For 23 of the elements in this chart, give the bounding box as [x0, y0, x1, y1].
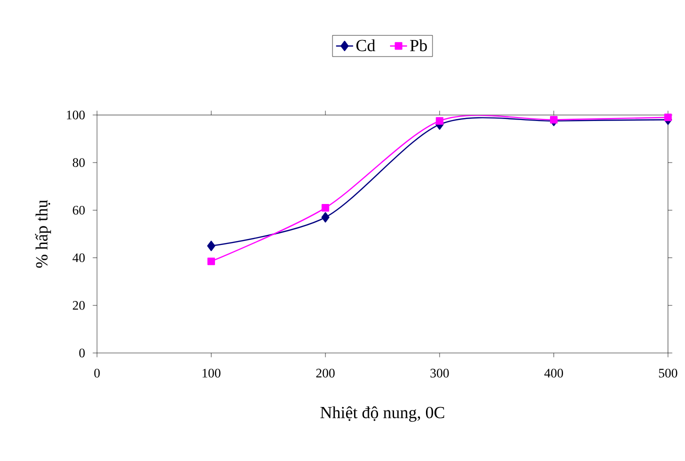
- point: [321, 212, 330, 223]
- y-tick-label: 20: [72, 301, 85, 310]
- point: [436, 117, 444, 125]
- point: [550, 116, 558, 124]
- x-tick-label: 400: [544, 368, 564, 378]
- x-tick-label: 100: [202, 368, 220, 378]
- x-tick-label: 300: [430, 368, 449, 378]
- x-tick-label: 0: [94, 368, 100, 378]
- x-tick-label: 200: [316, 368, 335, 378]
- point: [207, 258, 215, 266]
- y-tick-label: 60: [72, 206, 85, 215]
- y-axis-title: % hấp thụ: [35, 200, 51, 268]
- legend-label: Cd: [356, 39, 376, 52]
- x-axis-title: Nhiệt độ nung, 0C: [320, 406, 444, 422]
- x-tick-label: 500: [659, 368, 678, 378]
- y-tick-label: 0: [79, 348, 85, 358]
- legend-label: Pb: [410, 39, 427, 52]
- y-tick-label: 100: [66, 110, 85, 120]
- y-tick-label: 80: [72, 158, 85, 167]
- point: [322, 204, 330, 212]
- point: [207, 240, 216, 252]
- y-tick-label: 40: [72, 253, 85, 262]
- point: [664, 114, 672, 122]
